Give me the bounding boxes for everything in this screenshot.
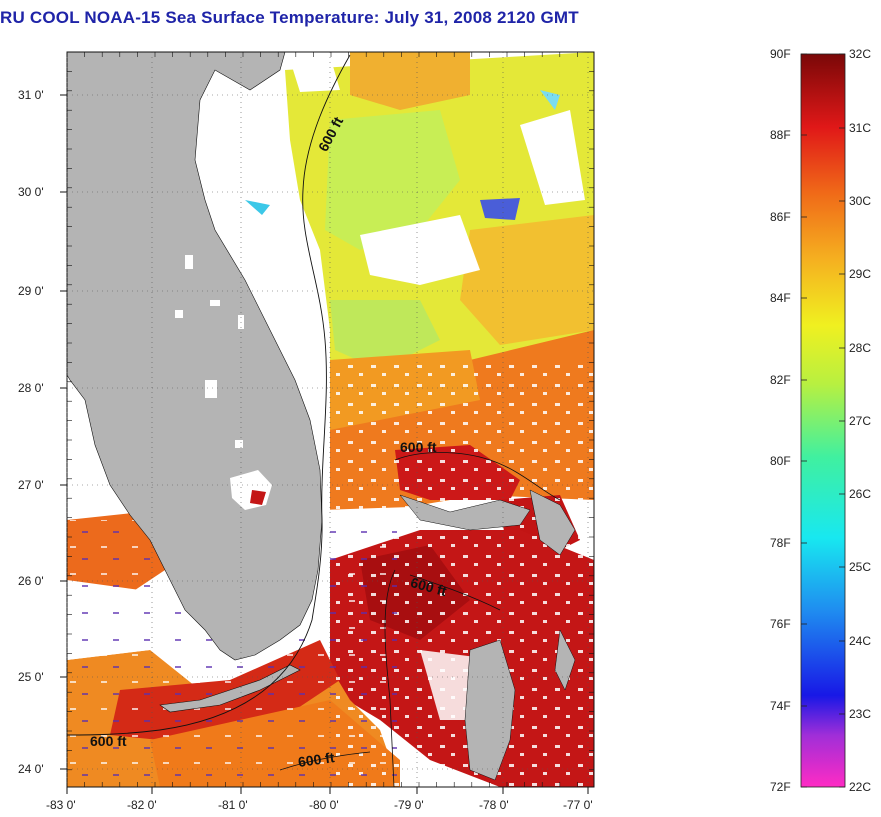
sst-north-green2 — [330, 300, 440, 370]
cb-f-76: 76F — [770, 617, 791, 631]
lat-label-25: 25 0' — [18, 670, 44, 684]
lat-label-24: 24 0' — [18, 762, 44, 776]
cb-c-23: 23C — [849, 707, 871, 721]
lat-label-28: 28 0' — [18, 381, 44, 395]
contour-600ft-straits — [409, 574, 501, 611]
cb-c-31: 31C — [849, 121, 871, 135]
lake-warm-spot — [250, 490, 266, 505]
cb-c-28: 28C — [849, 341, 871, 355]
cb-c-22: 22C — [849, 780, 871, 794]
cb-c-32: 32C — [849, 47, 871, 61]
contour-600ft-south — [384, 569, 396, 787]
contour-label-2: 600 ft — [400, 439, 437, 455]
cloud-north-3 — [290, 56, 340, 92]
cb-f-80: 80F — [770, 454, 791, 468]
lat-label-26: 26 0' — [18, 574, 44, 588]
lat-label-31: 31 0' — [18, 88, 44, 102]
contour-label-4: 600 ft — [90, 733, 127, 749]
cloud-north-1 — [360, 215, 480, 285]
contour-600ft-bottom — [279, 751, 371, 771]
cb-c-30: 30C — [849, 194, 871, 208]
cb-f-90: 90F — [770, 47, 791, 61]
cb-f-88: 88F — [770, 128, 791, 142]
lon-label-82: -82 0' — [127, 798, 157, 812]
eleuthera — [554, 629, 576, 691]
latitude-labels: 31 0' 30 0' 29 0' 28 0' 27 0' 26 0' 25 0… — [18, 88, 44, 776]
lon-label-80: -80 0' — [309, 798, 339, 812]
longitude-labels: -83 0' -82 0' -81 0' -80 0' -79 0' -78 0… — [46, 798, 593, 812]
contour-600ft-bahama-bank — [394, 452, 561, 501]
andros — [464, 639, 516, 781]
cb-f-78: 78F — [770, 536, 791, 550]
sst-north-orange — [350, 52, 470, 110]
cool-patch-1 — [480, 198, 520, 220]
cb-f-72: 72F — [770, 780, 791, 794]
lat-label-30: 30 0' — [18, 185, 44, 199]
lon-label-81: -81 0' — [218, 798, 248, 812]
abaco — [529, 489, 576, 556]
florida-keys — [159, 664, 301, 713]
colorbar-celsius-labels: 32C 31C 30C 29C 28C 27C 26C 25C 24C 23C … — [849, 47, 871, 794]
cb-c-29: 29C — [849, 267, 871, 281]
lon-label-77: -77 0' — [563, 798, 593, 812]
sst-field — [67, 52, 594, 787]
cb-f-86: 86F — [770, 210, 791, 224]
colorbar-gradient — [800, 53, 846, 788]
colorbar-fahrenheit-labels: 90F 88F 86F 84F 82F 80F 78F 76F 74F 72F — [770, 47, 791, 794]
cb-f-84: 84F — [770, 291, 791, 305]
lon-label-83: -83 0' — [46, 798, 76, 812]
page-title: RU COOL NOAA-15 Sea Surface Temperature:… — [0, 8, 579, 27]
contour-600ft-east-florida — [67, 54, 351, 736]
sst-north-green — [325, 110, 460, 250]
cb-c-24: 24C — [849, 634, 871, 648]
grand-bahama — [399, 494, 531, 531]
cb-c-25: 25C — [849, 560, 871, 574]
cool-patch-2 — [245, 200, 270, 215]
florida-land — [67, 52, 323, 661]
cb-c-27: 27C — [849, 414, 871, 428]
cool-patch-3 — [540, 90, 560, 110]
cb-f-82: 82F — [770, 373, 791, 387]
lat-label-29: 29 0' — [18, 284, 44, 298]
cb-c-26: 26C — [849, 487, 871, 501]
cloud-north-2 — [520, 110, 585, 205]
colorbar-ticks — [801, 53, 845, 788]
contour-label-5: 600 ft — [297, 749, 336, 770]
sst-north-orange2 — [460, 215, 594, 345]
lon-label-79: -79 0' — [394, 798, 424, 812]
cb-f-74: 74F — [770, 699, 791, 713]
graticule — [60, 51, 594, 794]
lon-label-78: -78 0' — [479, 798, 509, 812]
lat-label-27: 27 0' — [18, 478, 44, 492]
